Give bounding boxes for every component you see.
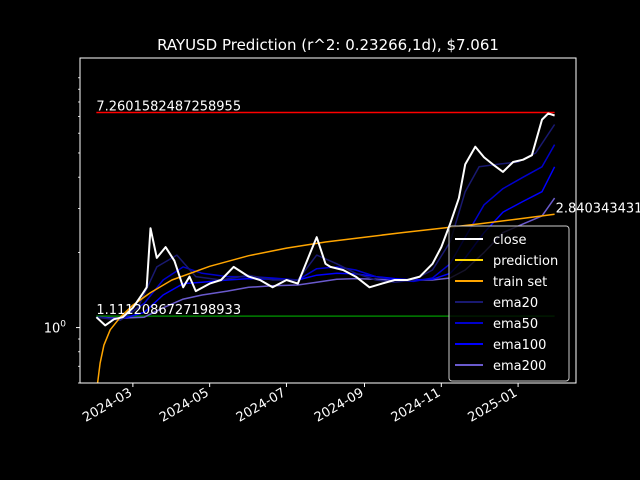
plot-area: 7.2601582487258955 1.1112086727198933 2.84… <box>95 100 640 383</box>
legend: close prediction train set ema20 ema50 ema100… <box>448 225 570 382</box>
legend-label-prediction: prediction <box>493 254 558 269</box>
legend-label-ema100: ema100 <box>493 338 546 353</box>
legend-label-ema50: ema50 <box>493 317 538 332</box>
hline-label-max: 7.2601582487258955 <box>96 100 241 115</box>
hline-label-min: 1.1112086727198933 <box>96 303 241 318</box>
legend-label-close: close <box>493 233 526 248</box>
legend-label-ema200: ema200 <box>493 359 546 374</box>
legend-label-train-set: train set <box>493 275 547 290</box>
prediction-end-label: 2.840343431 <box>556 201 640 216</box>
chart-title: RAYUSD Prediction (r^2: 0.23266,1d), $7.… <box>157 36 499 54</box>
series-prediction <box>96 213 555 383</box>
series-close <box>95 112 555 327</box>
plot-frame <box>79 57 577 384</box>
series-ema20 <box>96 124 556 321</box>
y-tick-exponent: 0 <box>60 320 66 330</box>
legend-box <box>448 225 570 382</box>
legend-label-ema20: ema20 <box>493 296 538 311</box>
